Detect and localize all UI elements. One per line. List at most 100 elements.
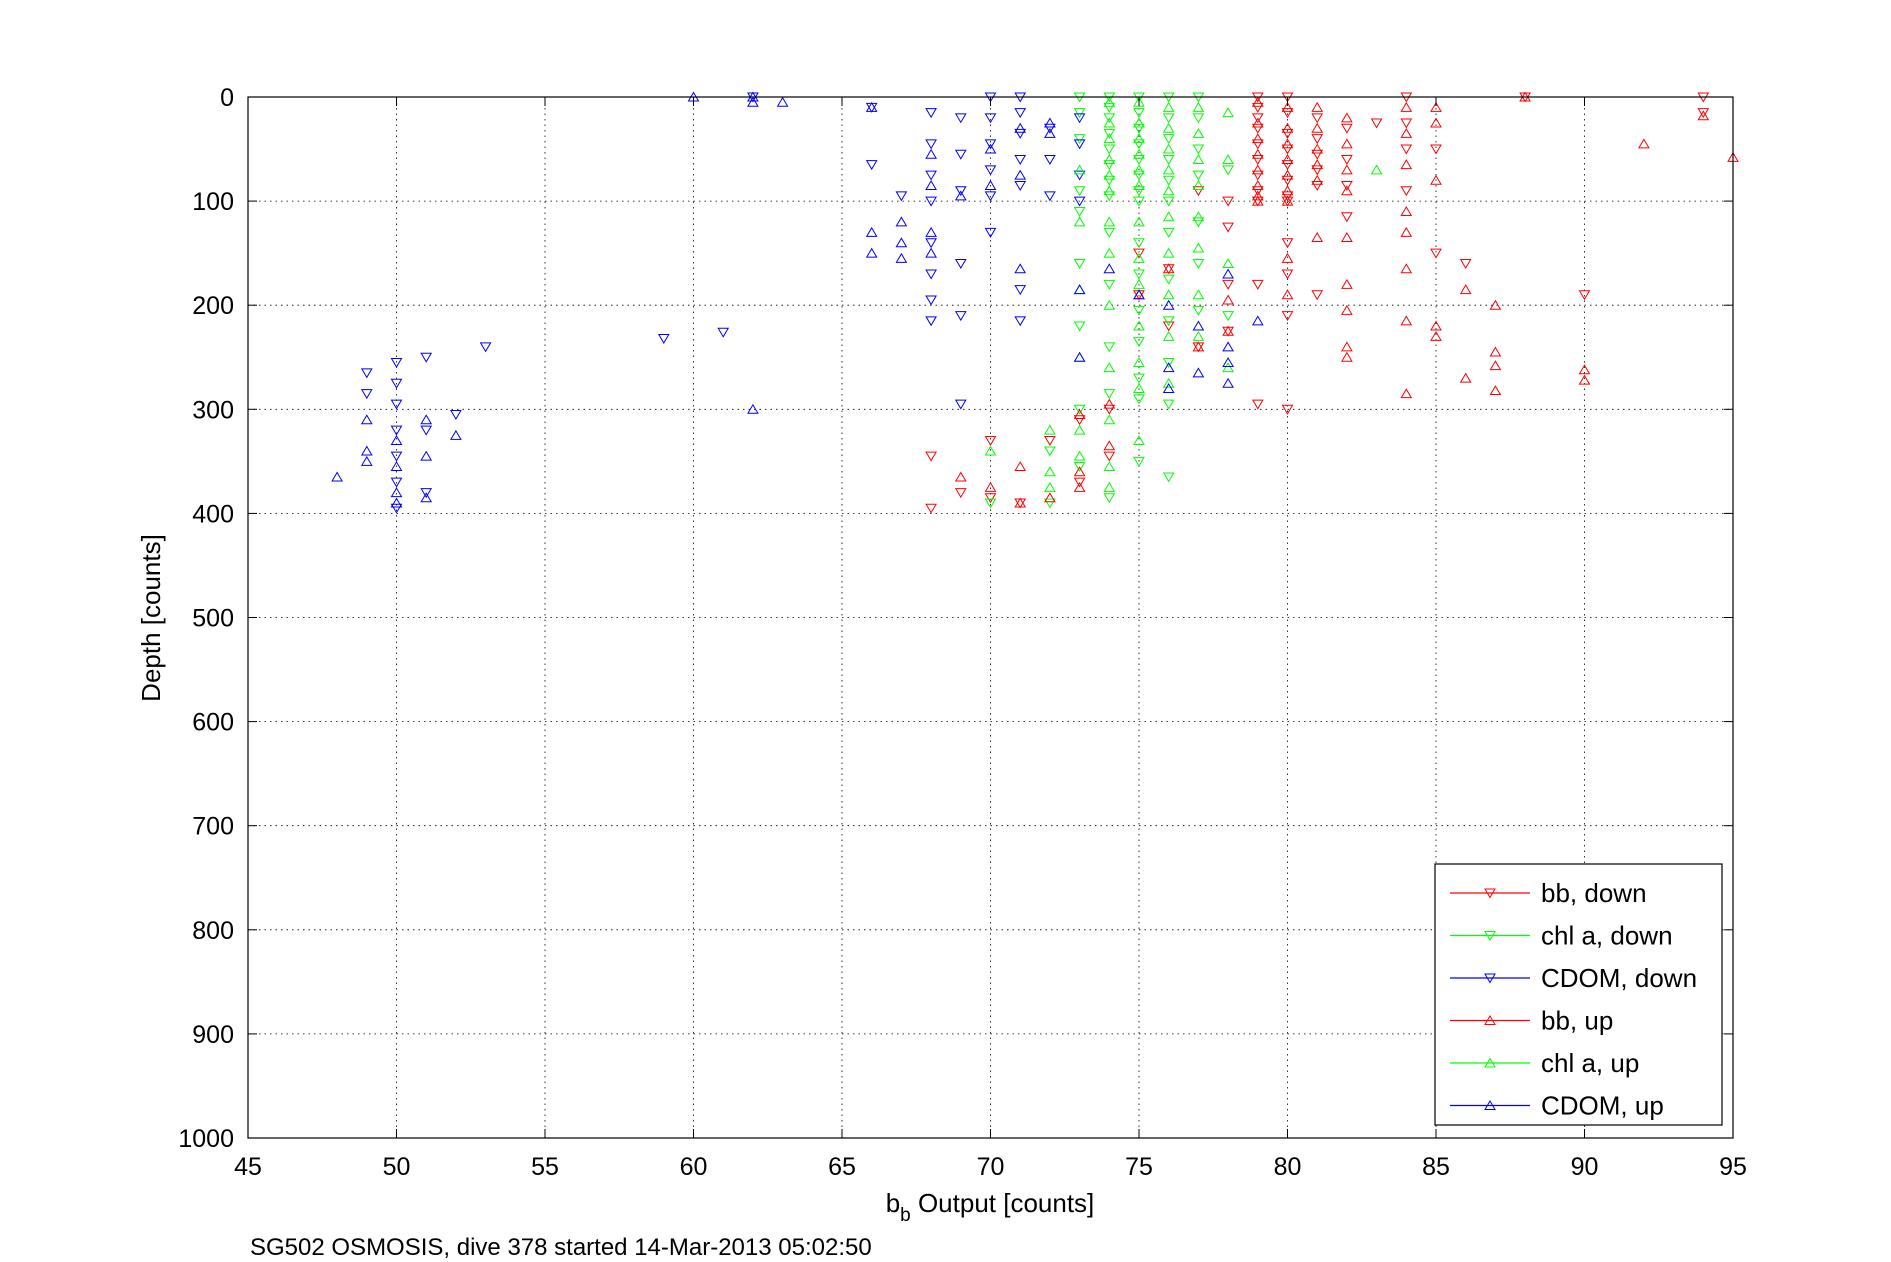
data-point xyxy=(895,191,908,202)
data-point xyxy=(1192,330,1205,341)
data-point xyxy=(925,451,937,462)
data-point xyxy=(1192,217,1205,228)
data-point xyxy=(1133,356,1145,367)
data-point xyxy=(954,259,967,270)
data-point xyxy=(1222,294,1234,305)
data-point xyxy=(1697,108,1710,119)
data-point xyxy=(1162,113,1175,124)
x-tick-label: 45 xyxy=(234,1153,262,1181)
data-point xyxy=(1192,289,1205,300)
data-point xyxy=(1103,461,1116,472)
data-point xyxy=(1251,186,1264,197)
data-point xyxy=(1430,144,1442,155)
data-point xyxy=(1341,138,1353,149)
data-point xyxy=(1341,341,1353,352)
data-point xyxy=(420,425,433,436)
data-point xyxy=(1133,196,1145,207)
data-point xyxy=(1192,101,1205,112)
data-point xyxy=(1341,351,1353,362)
data-point xyxy=(657,334,670,344)
x-tick-label: 80 xyxy=(1274,1153,1302,1181)
data-point xyxy=(1073,351,1086,362)
data-point xyxy=(1162,263,1175,274)
data-point xyxy=(1281,144,1294,155)
data-point xyxy=(1251,113,1264,124)
data-point xyxy=(1133,278,1145,289)
series-1 xyxy=(984,92,1234,509)
data-point xyxy=(1222,356,1234,367)
data-point xyxy=(1103,133,1116,144)
data-point xyxy=(1044,154,1056,165)
data-point xyxy=(1162,377,1175,388)
data-point xyxy=(1192,179,1205,190)
x-axis-title-main: b xyxy=(886,1188,900,1218)
data-point xyxy=(1103,342,1116,353)
data-point xyxy=(1281,101,1294,112)
data-point xyxy=(984,165,997,176)
data-point xyxy=(954,186,967,197)
data-point xyxy=(1133,108,1145,119)
data-point xyxy=(1103,128,1116,139)
data-point xyxy=(1341,278,1353,289)
data-point xyxy=(1400,127,1413,138)
data-point xyxy=(1162,399,1175,410)
data-point xyxy=(1044,436,1056,447)
data-point xyxy=(1311,113,1324,124)
data-point xyxy=(1430,174,1442,185)
data-point xyxy=(717,327,730,338)
data-point xyxy=(1222,362,1234,373)
legend-label: CDOM, down xyxy=(1541,963,1697,993)
data-point xyxy=(984,436,997,447)
data-point xyxy=(1014,169,1027,180)
legend-marker xyxy=(1484,888,1496,899)
data-point xyxy=(1192,367,1205,378)
data-point xyxy=(1192,127,1205,138)
y-tick-label: 400 xyxy=(192,500,234,528)
data-point xyxy=(1103,185,1116,196)
data-point xyxy=(1311,174,1324,185)
data-point xyxy=(1073,108,1086,119)
data-point xyxy=(1251,179,1264,190)
data-point xyxy=(1014,154,1027,165)
data-point xyxy=(1014,285,1027,296)
data-point xyxy=(865,160,878,171)
data-point xyxy=(1162,185,1175,196)
data-point xyxy=(331,471,343,482)
data-point xyxy=(1311,180,1324,191)
data-point xyxy=(1073,284,1086,295)
data-point xyxy=(390,399,403,410)
data-point xyxy=(1073,164,1086,175)
data-point xyxy=(1400,315,1413,326)
data-point xyxy=(954,113,967,124)
data-point xyxy=(1162,211,1175,222)
data-point xyxy=(1192,259,1205,270)
data-point xyxy=(1103,102,1116,113)
data-point xyxy=(1489,346,1502,357)
legend-marker xyxy=(1484,1100,1496,1110)
data-point xyxy=(1251,399,1264,410)
data-point xyxy=(1251,133,1264,144)
data-point xyxy=(479,342,492,353)
data-point xyxy=(1489,385,1502,396)
y-tick-label: 700 xyxy=(192,813,234,841)
series-4 xyxy=(984,96,1383,492)
data-point xyxy=(925,179,937,190)
data-point xyxy=(420,414,433,425)
data-point xyxy=(1044,191,1056,202)
data-point xyxy=(1133,238,1145,249)
data-point xyxy=(390,451,403,462)
data-point xyxy=(1014,316,1027,327)
data-point xyxy=(360,455,373,466)
data-point xyxy=(1162,227,1175,238)
data-point xyxy=(1281,269,1294,280)
data-point xyxy=(747,403,759,414)
data-point xyxy=(1103,216,1116,227)
data-point xyxy=(954,488,967,499)
data-point xyxy=(1073,134,1086,145)
data-point xyxy=(747,96,759,107)
data-point xyxy=(1222,279,1234,290)
data-point xyxy=(1400,388,1413,399)
data-point xyxy=(925,226,937,237)
data-point xyxy=(1251,139,1264,150)
data-point xyxy=(1251,195,1264,206)
